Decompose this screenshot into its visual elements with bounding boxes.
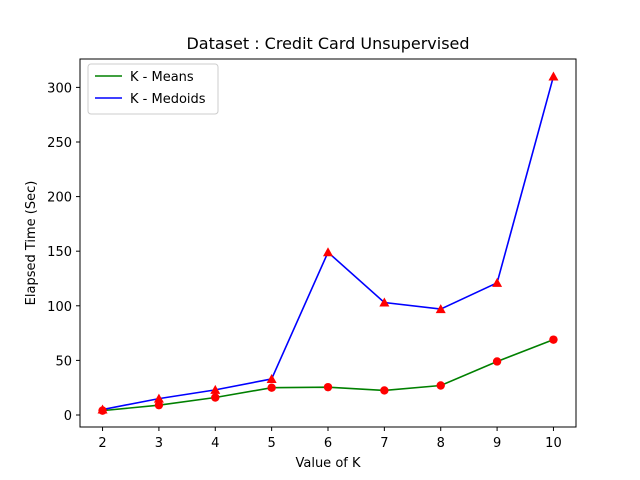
k-means-point — [549, 335, 558, 344]
x-tick-label: 8 — [437, 436, 445, 451]
y-tick-label: 150 — [47, 245, 72, 260]
y-axis-label: Elapsed Time (Sec) — [24, 181, 39, 306]
y-tick-label: 250 — [47, 136, 72, 151]
x-tick-label: 4 — [211, 436, 219, 451]
k-medoids-point — [492, 277, 503, 287]
k-means-point — [380, 386, 389, 395]
k-means-point — [154, 400, 164, 410]
y-tick-label: 0 — [64, 409, 72, 424]
y-tick-label: 200 — [47, 191, 72, 206]
k-medoids-point — [97, 404, 108, 414]
x-tick-label: 2 — [98, 436, 106, 451]
k-means-point — [211, 393, 220, 402]
chart-title: Dataset : Credit Card Unsupervised — [186, 34, 469, 53]
x-tick-label: 9 — [493, 436, 501, 451]
y-tick-label: 50 — [55, 354, 72, 369]
k-medoids-point — [379, 297, 390, 307]
legend-label-k-means: K - Means — [130, 70, 194, 85]
k-medoids-point — [323, 247, 333, 257]
k-means-point — [323, 382, 333, 392]
k-medoids-point — [210, 384, 221, 394]
k-medoids-point — [548, 71, 559, 81]
k-medoids-point — [153, 393, 164, 403]
y-tick-label: 300 — [47, 81, 72, 96]
x-axis-label: Value of K — [295, 456, 360, 471]
y-tick-label: 100 — [47, 300, 72, 315]
k-means-point — [267, 383, 276, 392]
x-tick-label: 10 — [545, 436, 562, 451]
legend-label-k-medoids: K - Medoids — [130, 92, 206, 107]
x-tick-label: 5 — [267, 436, 275, 451]
k-medoids-point — [266, 373, 277, 383]
k-means-point — [492, 357, 502, 366]
k-means-point — [436, 381, 445, 390]
x-tick-label: 3 — [155, 436, 163, 451]
x-tick-label: 7 — [380, 436, 388, 451]
x-tick-label: 6 — [324, 436, 332, 451]
legend: K - Means K - Medoids — [87, 63, 219, 115]
k-medoids-point — [435, 304, 446, 314]
